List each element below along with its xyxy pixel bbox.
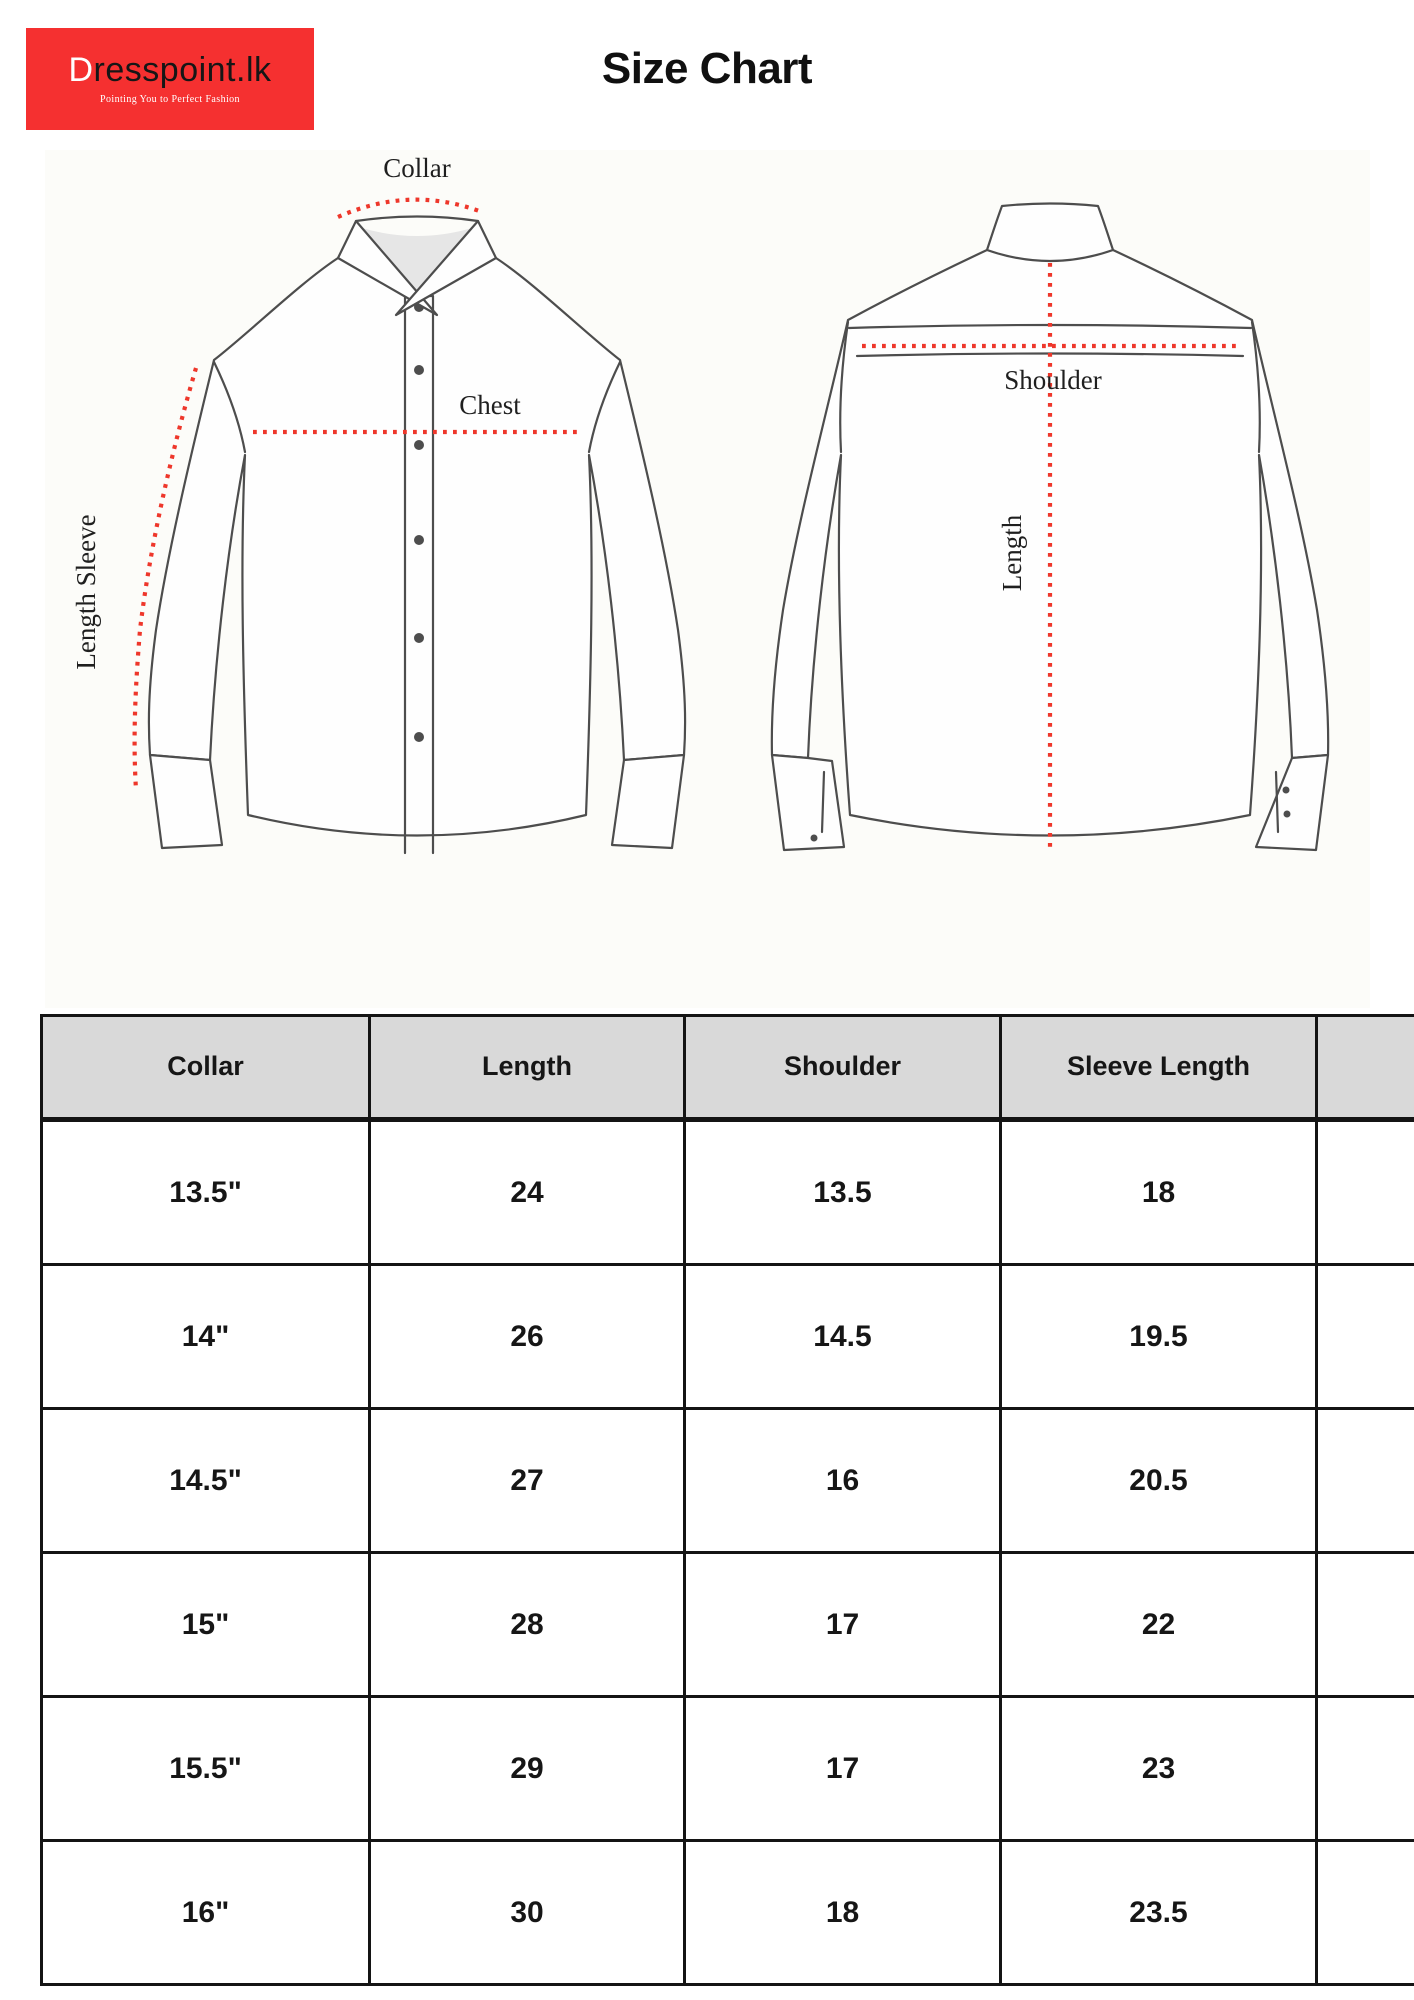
cell-length: 29 (368, 1695, 686, 1842)
cell-shoulder: 13.5 (683, 1118, 1002, 1266)
cell-collar: 16" (40, 1839, 371, 1986)
collar-inner-shading (362, 228, 472, 296)
collar-measure-arc (337, 197, 483, 219)
chest-label: Chest (459, 390, 521, 420)
cell-sleeve-length: 20.5 (999, 1407, 1318, 1554)
cell-chest: 34 (1315, 1263, 1414, 1410)
cell-shoulder: 17 (683, 1695, 1002, 1842)
header-length: Length (368, 1014, 686, 1122)
cuff-buttons (810, 786, 1291, 842)
size-table-row: 14.5" 27 16 20.5 35 Rs. 1500/- (40, 1407, 1414, 1554)
size-table-row: 15.5" 29 17 23 35 Rs. 1500/- (40, 1695, 1414, 1842)
size-table: Collar Length Shoulder Sleeve Length Che… (40, 1014, 1414, 1986)
size-table-row: 13.5" 24 13.5 18 33 Rs. 1400/- (40, 1118, 1414, 1266)
brand-logo: Dresspoint.lk Pointing You to Perfect Fa… (26, 28, 314, 130)
brand-first-letter: D (68, 51, 94, 89)
brand-name: Dresspoint.lk (68, 53, 271, 87)
brand-rest: resspoint.lk (93, 51, 272, 89)
cell-length: 26 (368, 1263, 686, 1410)
shoulder-label: Shoulder (1004, 365, 1102, 395)
cell-chest: 35 (1315, 1551, 1414, 1698)
header-shoulder: Shoulder (683, 1014, 1002, 1122)
header-sleeve-length: Sleeve Length (999, 1014, 1318, 1122)
sleeve-measure-curve (132, 367, 199, 791)
cell-shoulder: 18 (683, 1839, 1002, 1986)
cell-collar: 15" (40, 1551, 371, 1698)
cell-shoulder: 16 (683, 1407, 1002, 1554)
cell-length: 30 (368, 1839, 686, 1986)
cell-shoulder: 14.5 (683, 1263, 1002, 1410)
cell-length: 24 (368, 1118, 686, 1266)
cell-sleeve-length: 18 (999, 1118, 1318, 1266)
header-chest: Chest (1315, 1014, 1414, 1122)
cell-collar: 13.5" (40, 1118, 371, 1266)
header-collar: Collar (40, 1014, 371, 1122)
cell-chest: 36 (1315, 1839, 1414, 1986)
page-title: Size Chart (601, 44, 813, 93)
size-table-header-row: Collar Length Shoulder Sleeve Length Che… (40, 1014, 1414, 1122)
collar-label: Collar (383, 153, 451, 183)
shirt-front-view (147, 215, 687, 855)
cell-collar: 14.5" (40, 1407, 371, 1554)
cell-collar: 14" (40, 1263, 371, 1410)
back-measurement-marks (862, 263, 1240, 852)
cell-collar: 15.5" (40, 1695, 371, 1842)
shirt-back-view (770, 202, 1330, 852)
cell-chest: 33 (1315, 1118, 1414, 1266)
size-table-row: 16" 30 18 23.5 36 Rs. 1600/- (40, 1839, 1414, 1986)
cell-sleeve-length: 23 (999, 1695, 1318, 1842)
size-table-row: 14" 26 14.5 19.5 34 Rs. 1500/- (40, 1263, 1414, 1410)
cell-length: 28 (368, 1551, 686, 1698)
cell-sleeve-length: 19.5 (999, 1263, 1318, 1410)
cell-sleeve-length: 22 (999, 1551, 1318, 1698)
size-table-row: 15" 28 17 22 35 Rs. 1500/- (40, 1551, 1414, 1698)
cell-length: 27 (368, 1407, 686, 1554)
shirt-measurement-diagram: Collar Chest Length Sleeve (71, 153, 1330, 855)
cell-chest: 35 (1315, 1695, 1414, 1842)
cell-sleeve-length: 23.5 (999, 1839, 1318, 1986)
size-table-header: Collar Length Shoulder Sleeve Length Che… (40, 1014, 1414, 1122)
sleeve-length-label: Length Sleeve (71, 514, 101, 669)
length-label: Length (997, 514, 1027, 591)
front-measurement-marks (132, 197, 577, 791)
cell-chest: 35 (1315, 1407, 1414, 1554)
brand-tagline: Pointing You to Perfect Fashion (100, 94, 240, 105)
cell-shoulder: 17 (683, 1551, 1002, 1698)
